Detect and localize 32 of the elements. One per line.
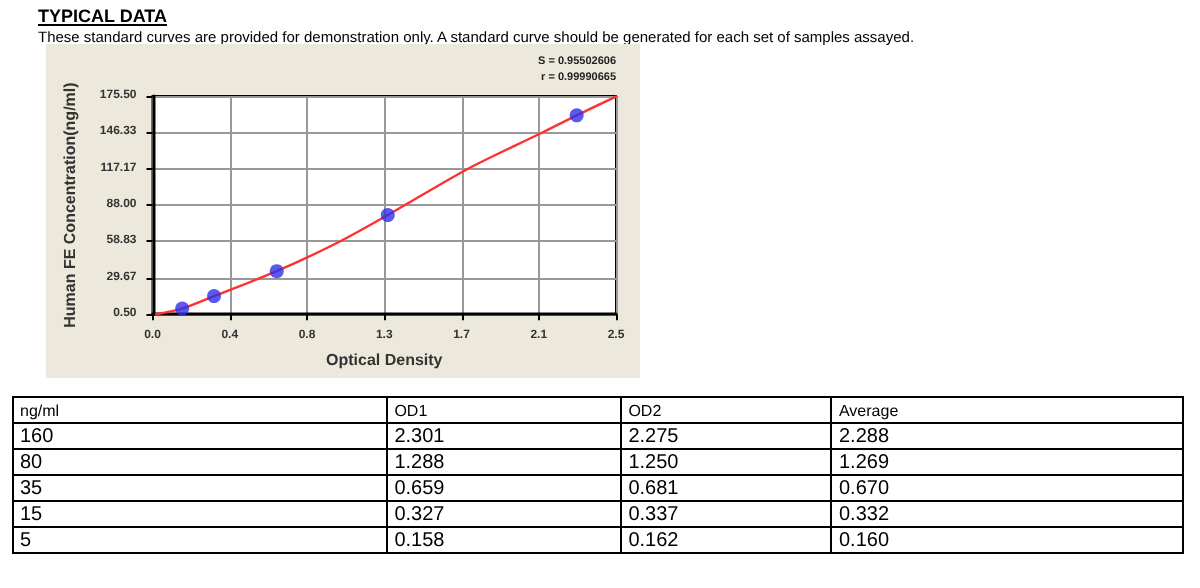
data-label: 0.670 [831,475,1183,501]
text: OD1 [387,397,622,423]
point [569,108,584,123]
data-label: 0.681 [621,475,832,501]
text: OD2 [621,397,832,423]
text: ng/ml [13,397,388,423]
data-label: 2.301 [387,423,622,449]
data-label: 0.327 [387,501,622,527]
y-axis-title: Human FE Concentration(ng/ml) [61,81,79,328]
category-label: 35 [13,475,388,501]
x-axis-title: Optical Density [326,351,444,369]
text: Average [831,397,1183,423]
data-label: 1.250 [621,449,832,475]
data-label: 0.337 [621,501,832,527]
category-label: 15 [13,501,388,527]
data-label: 2.275 [621,423,832,449]
data-label: 0.158 [387,527,622,553]
data-label: 0.332 [831,501,1183,527]
data-label: 0.162 [621,527,832,553]
data-label: 1.269 [831,449,1183,475]
data-label: 0.160 [831,527,1183,553]
category-label: 160 [13,423,388,449]
chart-title: TYPICAL DATA [38,6,167,26]
data-label: 1.288 [387,449,622,475]
point [175,301,190,316]
category-label: 80 [13,449,388,475]
point [207,289,222,304]
point [380,208,395,223]
data-label: 0.659 [387,475,622,501]
point [269,264,284,279]
data-label: 2.288 [831,423,1183,449]
category-label: 5 [13,527,388,553]
